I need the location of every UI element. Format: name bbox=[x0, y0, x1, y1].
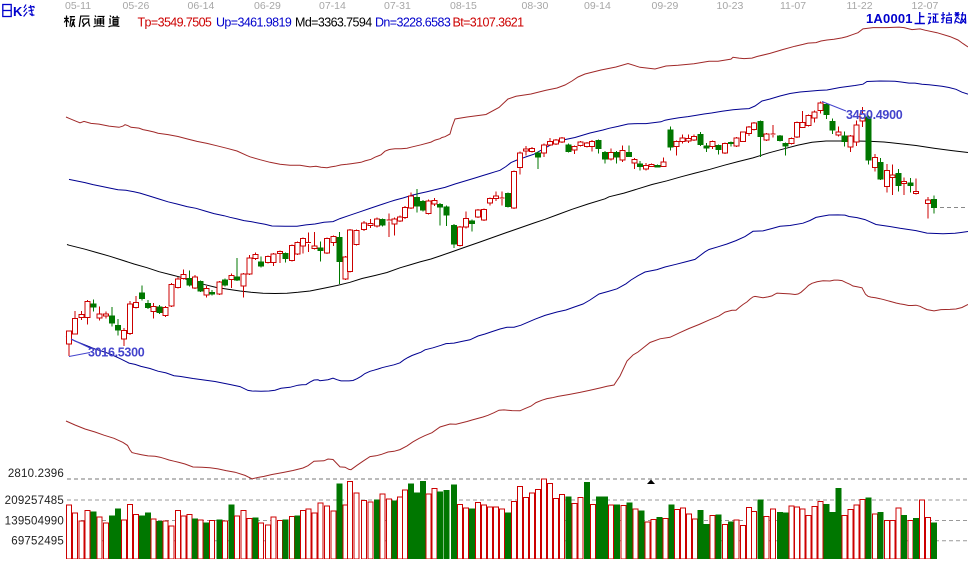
svg-text:209257485: 209257485 bbox=[5, 495, 64, 507]
svg-text:2810.2396: 2810.2396 bbox=[8, 468, 64, 480]
svg-text:11-07: 11-07 bbox=[780, 0, 806, 12]
svg-text:3016.5300: 3016.5300 bbox=[88, 346, 145, 360]
svg-text:Tp=3549.7505: Tp=3549.7505 bbox=[138, 16, 212, 30]
svg-text:139504990: 139504990 bbox=[5, 516, 64, 528]
svg-text:06-29: 06-29 bbox=[254, 0, 281, 12]
svg-text:05-11: 05-11 bbox=[65, 0, 91, 12]
svg-text:Dn=3228.6583: Dn=3228.6583 bbox=[375, 16, 451, 30]
svg-text:06-14: 06-14 bbox=[188, 0, 215, 12]
svg-text:69752495: 69752495 bbox=[11, 536, 64, 548]
svg-text:05-26: 05-26 bbox=[123, 0, 150, 12]
svg-text:08-30: 08-30 bbox=[522, 0, 549, 12]
svg-text:Bt=3107.3621: Bt=3107.3621 bbox=[453, 16, 525, 30]
svg-text:07-14: 07-14 bbox=[319, 0, 346, 12]
svg-text:1A0001: 1A0001 bbox=[866, 11, 913, 26]
svg-text:12-07: 12-07 bbox=[912, 0, 939, 12]
svg-text:11-22: 11-22 bbox=[847, 0, 873, 12]
svg-text:08-15: 08-15 bbox=[450, 0, 477, 12]
svg-text:07-31: 07-31 bbox=[384, 0, 411, 12]
svg-text:Md=3363.7594: Md=3363.7594 bbox=[295, 16, 372, 30]
svg-text:3450.4900: 3450.4900 bbox=[846, 108, 903, 122]
svg-text:Up=3461.9819: Up=3461.9819 bbox=[216, 16, 292, 30]
svg-text:10-23: 10-23 bbox=[717, 0, 744, 12]
svg-text:09-14: 09-14 bbox=[584, 0, 611, 12]
svg-text:K: K bbox=[13, 4, 23, 19]
svg-text:09-29: 09-29 bbox=[652, 0, 679, 12]
